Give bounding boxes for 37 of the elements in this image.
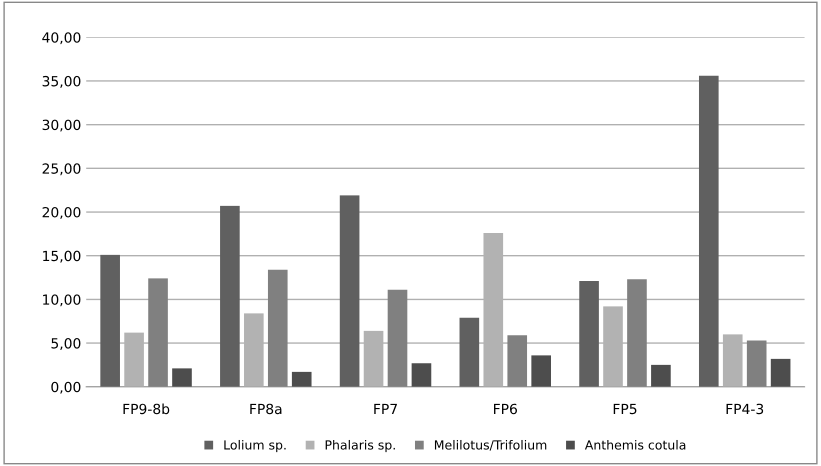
y-tick-label: 25,00 — [42, 163, 80, 176]
y-tick-label: 35,00 — [42, 76, 80, 88]
x-tick-label: FP7 — [374, 404, 397, 414]
y-tick-label: 0,00 — [51, 382, 80, 394]
legend-label: Phalaris sp. — [326, 440, 395, 452]
bar — [148, 278, 168, 387]
y-tick-label: 30,00 — [42, 120, 80, 132]
bar — [292, 372, 312, 387]
bar — [220, 206, 240, 387]
bar — [268, 270, 288, 387]
bar — [698, 76, 719, 387]
bar — [388, 290, 408, 387]
y-tick-label: 10,00 — [43, 294, 80, 306]
y-tick-label: 40,00 — [42, 32, 80, 44]
bar — [412, 363, 432, 387]
legend-label: Anthemis cotula — [584, 440, 686, 450]
y-tick-label: 15,00 — [43, 250, 80, 263]
y-tick-label: 20,00 — [42, 207, 80, 219]
x-tick-label: FP6 — [494, 404, 517, 414]
bar — [507, 335, 528, 387]
bar — [100, 254, 120, 387]
legend-label: Lolium sp. — [224, 440, 286, 452]
bar — [746, 340, 767, 387]
y-tick-label: 5,00 — [51, 338, 80, 350]
x-tick-label: FP8a — [250, 404, 282, 414]
bar — [770, 358, 790, 387]
bar — [460, 318, 480, 387]
legend-label: Melilotus/Trifolium — [434, 440, 546, 451]
bar — [651, 364, 671, 387]
bar — [627, 279, 647, 387]
x-tick-label: FP9-8b — [124, 403, 170, 414]
x-tick-label: FP5 — [614, 404, 636, 414]
bar — [340, 195, 360, 387]
bar — [531, 355, 551, 387]
x-tick-label: FP4-3 — [726, 404, 764, 414]
bar — [579, 281, 599, 387]
bar — [172, 368, 192, 387]
